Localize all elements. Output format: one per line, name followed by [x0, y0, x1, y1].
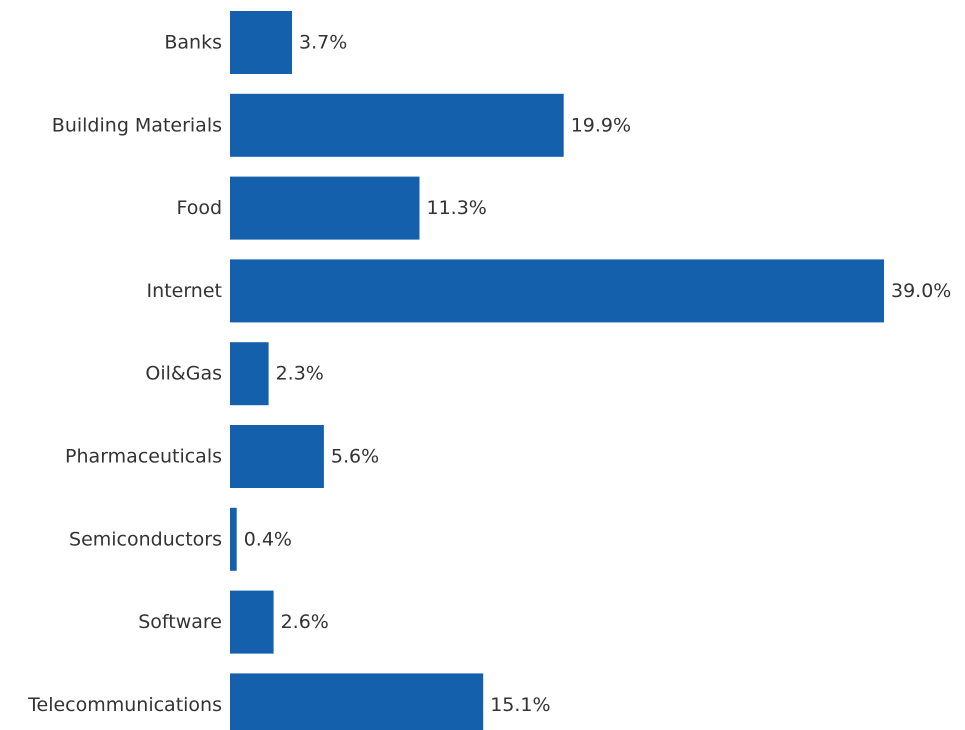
bar-software — [230, 590, 274, 654]
value-label-pharmaceuticals: 5.6% — [331, 446, 379, 468]
bar-oil-gas — [230, 342, 269, 406]
bar-building-materials — [230, 93, 564, 157]
bar-internet — [230, 259, 884, 323]
category-label-semiconductors: Semiconductors — [69, 528, 222, 550]
bar-telecommunications — [230, 673, 484, 730]
value-label-oil-gas: 2.3% — [276, 363, 324, 385]
value-label-food: 11.3% — [427, 197, 487, 219]
bar-semiconductors — [230, 507, 237, 571]
category-labels: Banks Building Materials Food Internet Oil&G… — [27, 32, 222, 716]
value-label-building-materials: 19.9% — [571, 114, 631, 136]
bar-pharmaceuticals — [230, 425, 324, 488]
category-label-food: Food — [176, 197, 222, 219]
value-label-telecommunications: 15.1% — [490, 694, 550, 716]
value-label-internet: 39.0% — [891, 280, 951, 302]
category-label-pharmaceuticals: Pharmaceuticals — [65, 446, 222, 468]
bar-banks — [230, 11, 292, 74]
category-label-internet: Internet — [147, 280, 222, 302]
bars-group — [230, 11, 884, 730]
value-label-software: 2.6% — [281, 611, 329, 633]
category-label-telecommunications: Telecommunications — [27, 694, 222, 716]
category-label-building-materials: Building Materials — [52, 114, 222, 136]
value-label-semiconductors: 0.4% — [244, 528, 292, 550]
category-label-software: Software — [138, 611, 222, 633]
bar-food — [230, 176, 420, 240]
value-labels: 3.7% 19.9% 11.3% 39.0% 2.3% 5.6% 0.4% 2.6% 15.1% — [244, 32, 952, 716]
value-label-banks: 3.7% — [299, 32, 347, 54]
category-label-oil-gas: Oil&Gas — [145, 363, 222, 385]
category-label-banks: Banks — [164, 32, 222, 54]
